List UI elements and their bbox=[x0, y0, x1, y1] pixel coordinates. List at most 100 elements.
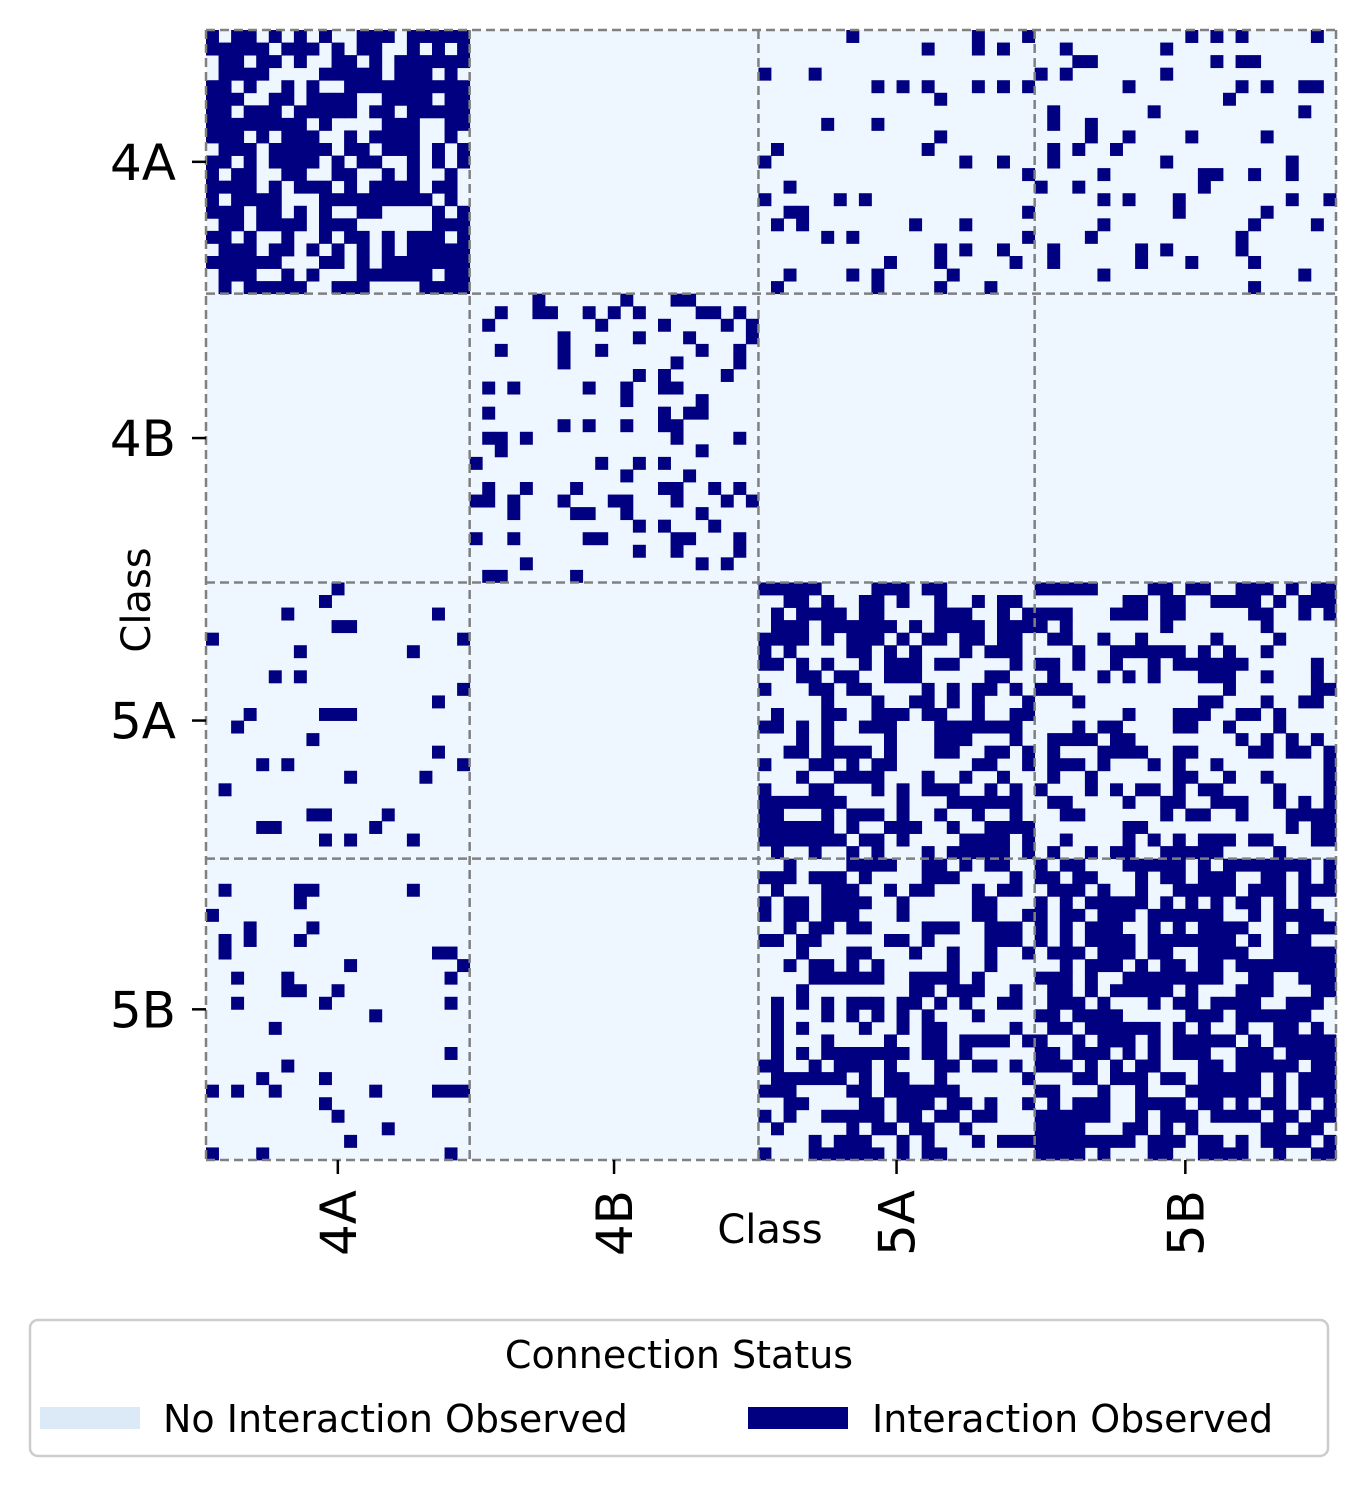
heatmap-cell bbox=[909, 984, 923, 998]
heatmap-cell bbox=[909, 657, 923, 671]
heatmap-cell bbox=[570, 482, 584, 495]
heatmap-cell bbox=[1185, 808, 1199, 822]
heatmap-cell bbox=[959, 833, 973, 847]
heatmap-cell bbox=[1260, 858, 1274, 872]
heatmap-cell bbox=[1059, 1059, 1073, 1073]
heatmap-cell bbox=[1047, 1122, 1061, 1136]
heatmap-cell bbox=[909, 645, 923, 659]
heatmap-cell bbox=[1047, 795, 1061, 809]
heatmap-cell bbox=[771, 833, 784, 847]
heatmap-cell bbox=[959, 632, 973, 646]
heatmap-cell bbox=[532, 293, 546, 307]
heatmap-cell bbox=[1172, 645, 1186, 659]
heatmap-cell bbox=[620, 419, 634, 433]
heatmap-cell bbox=[356, 256, 370, 269]
heatmap-cell bbox=[808, 670, 822, 684]
heatmap-cell bbox=[1147, 858, 1161, 872]
heatmap-cell bbox=[1110, 959, 1123, 973]
heatmap-cell bbox=[1210, 1134, 1224, 1148]
heatmap-cell bbox=[1210, 934, 1224, 947]
heatmap-cell bbox=[846, 808, 860, 822]
heatmap-cell bbox=[1160, 871, 1174, 885]
heatmap-cell bbox=[1323, 582, 1337, 596]
heatmap-cell bbox=[356, 281, 370, 295]
heatmap-cell bbox=[1047, 1009, 1061, 1023]
heatmap-cell bbox=[268, 256, 282, 269]
heatmap-cell bbox=[457, 42, 471, 56]
heatmap-cell bbox=[1260, 205, 1274, 219]
heatmap-cell bbox=[1185, 256, 1199, 269]
heatmap-cell bbox=[1223, 1084, 1236, 1098]
heatmap-cell bbox=[406, 645, 420, 659]
heatmap-cell bbox=[1172, 795, 1186, 809]
heatmap-cell bbox=[1185, 971, 1199, 985]
heatmap-cell bbox=[1185, 1009, 1199, 1023]
heatmap-cell bbox=[720, 494, 734, 508]
heatmap-cell bbox=[921, 871, 935, 885]
heatmap-cell bbox=[1047, 105, 1061, 119]
heatmap-cell bbox=[444, 281, 458, 295]
heatmap-cell bbox=[293, 883, 307, 897]
heatmap-cell bbox=[1285, 1109, 1299, 1123]
heatmap-cell bbox=[293, 670, 307, 684]
heatmap-cell bbox=[1097, 1084, 1111, 1098]
heatmap-cell bbox=[758, 821, 772, 834]
heatmap-cell bbox=[1022, 758, 1036, 772]
heatmap-cell bbox=[934, 921, 948, 935]
heatmap-cell bbox=[306, 130, 320, 144]
heatmap-cell bbox=[1260, 971, 1274, 985]
heatmap-cell bbox=[1147, 1059, 1161, 1073]
heatmap-cell bbox=[846, 645, 860, 659]
heatmap-cell bbox=[821, 595, 835, 608]
heatmap-cell bbox=[871, 595, 885, 608]
heatmap-cell bbox=[1223, 946, 1236, 960]
heatmap-cell bbox=[821, 708, 835, 721]
heatmap-cell bbox=[218, 55, 232, 69]
heatmap-cell bbox=[381, 80, 395, 94]
heatmap-cell bbox=[1084, 896, 1098, 910]
heatmap-cell bbox=[1210, 657, 1224, 671]
heatmap-cell bbox=[1298, 946, 1312, 960]
heatmap-cell bbox=[1235, 230, 1249, 244]
heatmap-cell bbox=[934, 745, 948, 759]
heatmap-cell bbox=[658, 519, 671, 533]
heatmap-cell bbox=[369, 1084, 383, 1098]
heatmap-cell bbox=[356, 80, 370, 94]
heatmap-cell bbox=[356, 42, 370, 56]
heatmap-cell bbox=[997, 833, 1010, 847]
heatmap-cell bbox=[243, 30, 257, 43]
heatmap-cell bbox=[1047, 883, 1061, 897]
heatmap-cell bbox=[494, 431, 508, 445]
heatmap-cell bbox=[871, 695, 885, 709]
heatmap-cell bbox=[821, 883, 835, 897]
heatmap-cell bbox=[871, 1147, 885, 1161]
heatmap-cell bbox=[1185, 1034, 1199, 1048]
heatmap-cell bbox=[1260, 959, 1274, 973]
heatmap-cell bbox=[871, 758, 885, 772]
heatmap-cell bbox=[796, 205, 810, 219]
heatmap-cell bbox=[997, 934, 1010, 947]
heatmap-cell bbox=[1197, 833, 1211, 847]
heatmap-cell bbox=[971, 682, 985, 696]
heatmap-cell bbox=[1323, 1047, 1337, 1060]
heatmap-cell bbox=[821, 733, 835, 747]
heatmap-cell bbox=[1047, 1147, 1061, 1161]
heatmap-cell bbox=[808, 758, 822, 772]
heatmap-cell bbox=[796, 821, 810, 834]
heatmap-cell bbox=[1197, 946, 1211, 960]
heatmap-cell bbox=[1122, 607, 1136, 621]
heatmap-cell bbox=[218, 218, 232, 232]
heatmap-cell bbox=[1160, 1122, 1174, 1136]
heatmap-cell bbox=[306, 105, 320, 119]
heatmap-cell bbox=[1248, 1047, 1262, 1060]
heatmap-cell bbox=[268, 155, 282, 169]
heatmap-cell bbox=[745, 494, 759, 508]
heatmap-cell bbox=[1223, 833, 1236, 847]
heatmap-cell bbox=[1248, 1072, 1262, 1086]
heatmap-cell bbox=[695, 444, 709, 458]
heatmap-cell bbox=[1185, 896, 1199, 910]
heatmap-cell bbox=[997, 795, 1010, 809]
heatmap-cell bbox=[984, 946, 998, 960]
heatmap-cell bbox=[1047, 770, 1061, 784]
heatmap-cell bbox=[557, 343, 571, 357]
